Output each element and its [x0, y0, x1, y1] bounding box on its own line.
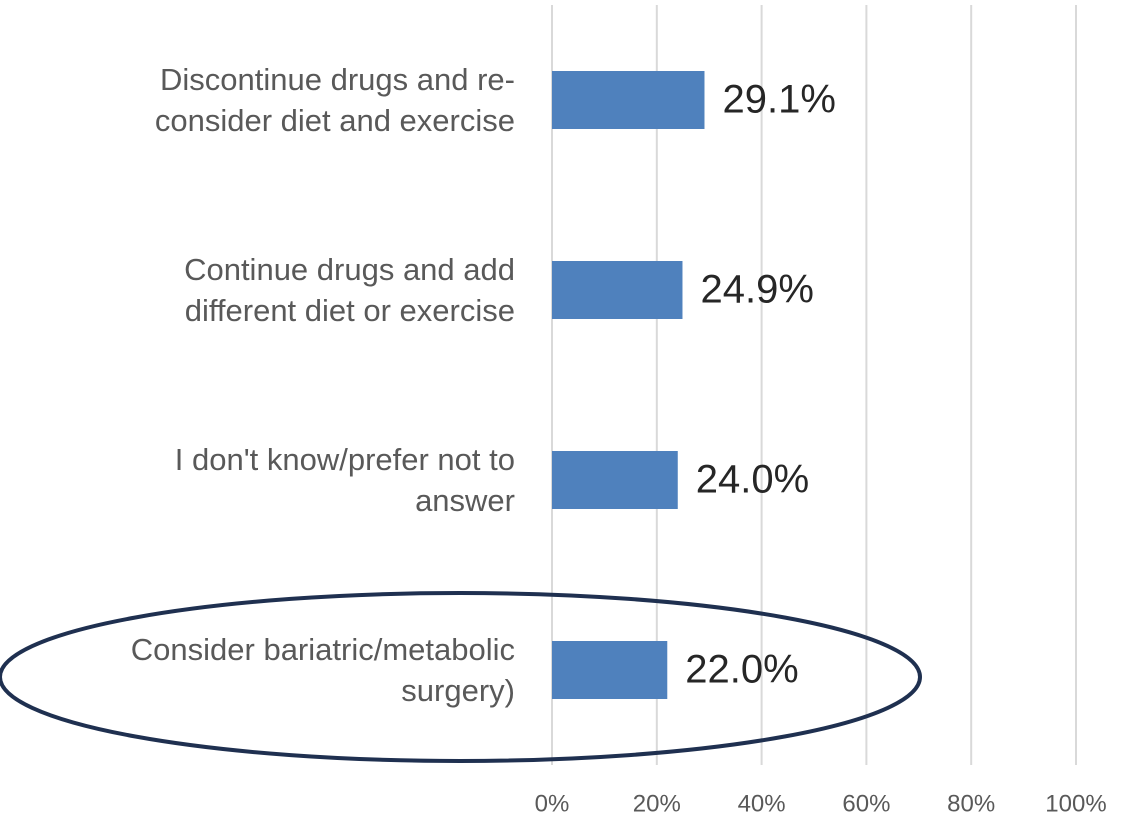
x-tick-label: 40% [738, 790, 786, 817]
value-label: 29.1% [722, 78, 835, 122]
category-label: Continue drugs and add different diet or… [184, 252, 515, 328]
x-tick-label: 0% [535, 790, 570, 817]
value-label: 22.0% [685, 648, 798, 692]
category-label: Consider bariatric/metabolic surgery) [130, 632, 515, 708]
x-tick-label: 20% [633, 790, 681, 817]
bar [552, 641, 668, 699]
x-tick-label: 60% [842, 790, 890, 817]
x-tick-label: 80% [947, 790, 995, 817]
value-label: 24.9% [700, 268, 813, 312]
highlight-ellipse [0, 591, 922, 763]
bar [552, 261, 683, 319]
category-label: Discontinue drugs and re- consider diet … [154, 62, 515, 138]
category-label: I don't know/prefer not to answer [174, 442, 515, 518]
x-tick-label: 100% [1045, 790, 1106, 817]
bar [552, 71, 705, 129]
bar [552, 451, 678, 509]
value-label: 24.0% [696, 458, 809, 502]
